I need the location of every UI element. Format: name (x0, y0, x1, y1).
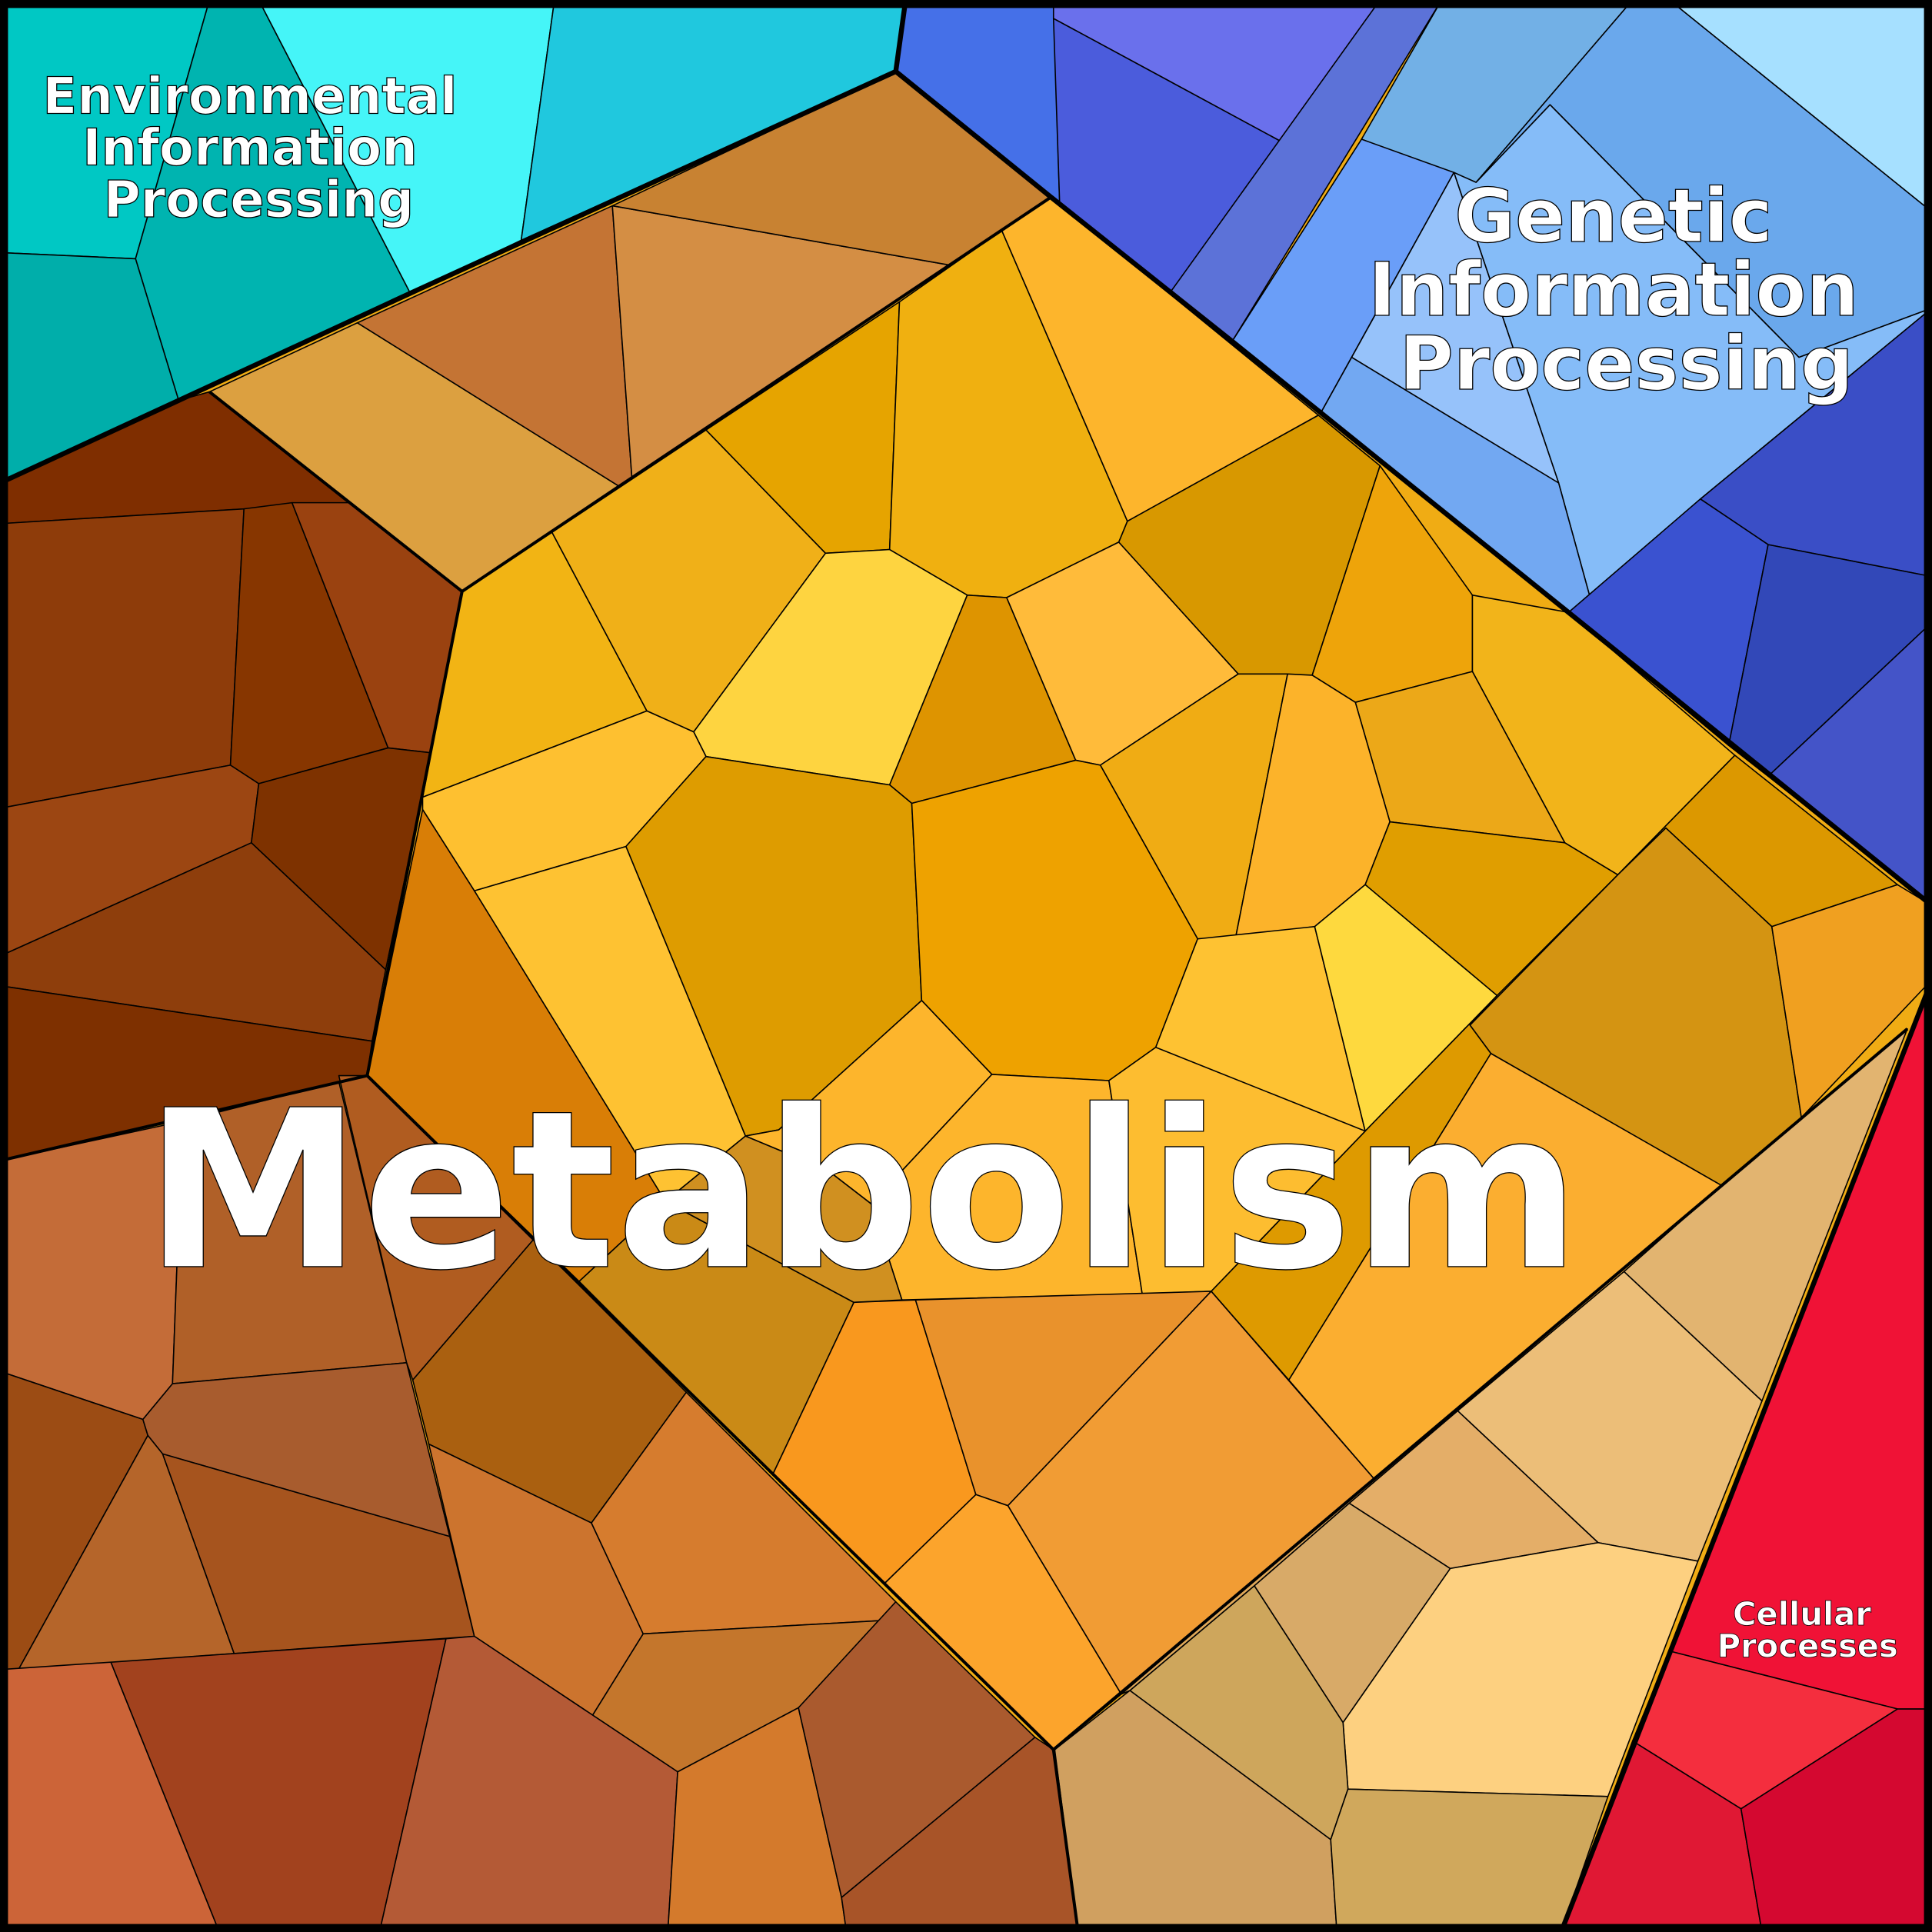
brown-upper-border (0, 390, 464, 1163)
genetic-cell (1668, 0, 1932, 213)
label-cellular-processes: Cellular Processes (1717, 1595, 1898, 1665)
metabolism-cell (110, 1637, 447, 1932)
label-genetic-information-processing: Genetic Information Processing (1368, 173, 1884, 407)
environmental-border (0, 0, 908, 485)
core-upper-border (461, 195, 1052, 593)
label-environmental-information-processing: Environmental Information Processing (42, 67, 475, 229)
metabolism-cell (0, 841, 387, 1042)
metabolism-cell (0, 508, 245, 809)
label-metabolism: Metabolism (144, 1064, 1581, 1319)
metabolism-cell (1108, 1046, 1366, 1294)
metabolism-cell (1364, 821, 1619, 997)
genetic-border (894, 69, 1932, 908)
cellular-cell (1740, 1708, 1932, 1932)
metabolism-cell (0, 1661, 220, 1932)
tan-border (1052, 1028, 1909, 1751)
cellular-border (1558, 978, 1932, 1932)
metabolism-cell (1330, 1788, 1609, 1932)
metabolism-cell (1770, 884, 1932, 1118)
